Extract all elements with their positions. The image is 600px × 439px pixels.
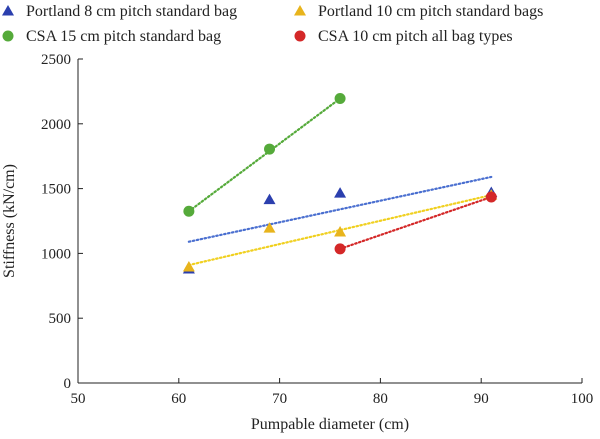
legend-item: CSA 15 cm pitch standard bag: [2, 28, 221, 45]
trendline-series-0: [187, 175, 493, 243]
y-tick-label: 500: [49, 311, 72, 327]
x-tick-label: 90: [474, 391, 489, 407]
x-tick-label: 70: [272, 391, 287, 407]
data-point-series-2: [183, 205, 195, 217]
legend-label: Portland 8 cm pitch standard bag: [26, 3, 237, 20]
data-point-series-2: [334, 93, 346, 105]
y-tick-label: 1500: [41, 182, 71, 198]
x-ticks: 50 60 70 80 90 100: [71, 378, 594, 407]
x-tick-label: 50: [71, 391, 86, 407]
x-tick-label: 100: [571, 391, 594, 407]
x-axis-label: Pumpable diameter (cm): [251, 416, 409, 433]
legend-marker: [2, 5, 14, 16]
legend-label: CSA 10 cm pitch all bag types: [318, 28, 513, 45]
legend: Portland 8 cm pitch standard bag Portland…: [2, 3, 543, 45]
legend-label: CSA 15 cm pitch standard bag: [26, 28, 221, 45]
axes: [77, 59, 582, 384]
legend-item: Portland 8 cm pitch standard bag: [2, 3, 237, 20]
legend-label: Portland 10 cm pitch standard bags: [318, 3, 543, 20]
data-point-series-1: [263, 222, 276, 233]
trendlines: [187, 97, 493, 267]
data-point-series-3: [485, 191, 497, 203]
trendline-series-2: [187, 97, 342, 213]
legend-marker: [294, 30, 306, 42]
y-tick-label: 1000: [41, 246, 71, 262]
trendline-series-3: [338, 195, 493, 250]
y-axis-label: Stiffness (kN/cm): [1, 164, 18, 278]
y-tick-label: 0: [64, 376, 72, 392]
legend-marker: [294, 5, 306, 16]
data-point-series-0: [334, 187, 347, 198]
data-markers: [182, 93, 498, 274]
y-tick-label: 2000: [41, 117, 71, 133]
x-tick-label: 80: [373, 391, 388, 407]
data-point-series-3: [334, 243, 346, 255]
x-tick-label: 60: [171, 391, 186, 407]
legend-item: Portland 10 cm pitch standard bags: [294, 3, 543, 20]
data-point-series-1: [334, 226, 347, 237]
y-ticks: 0 500 1000 1500 2000 2500: [41, 52, 83, 392]
legend-item: CSA 10 cm pitch all bag types: [294, 28, 513, 45]
y-tick-label: 2500: [41, 52, 71, 68]
data-point-series-2: [264, 143, 276, 155]
data-point-series-1: [182, 261, 195, 272]
data-point-series-0: [263, 193, 276, 205]
legend-marker: [2, 30, 14, 42]
